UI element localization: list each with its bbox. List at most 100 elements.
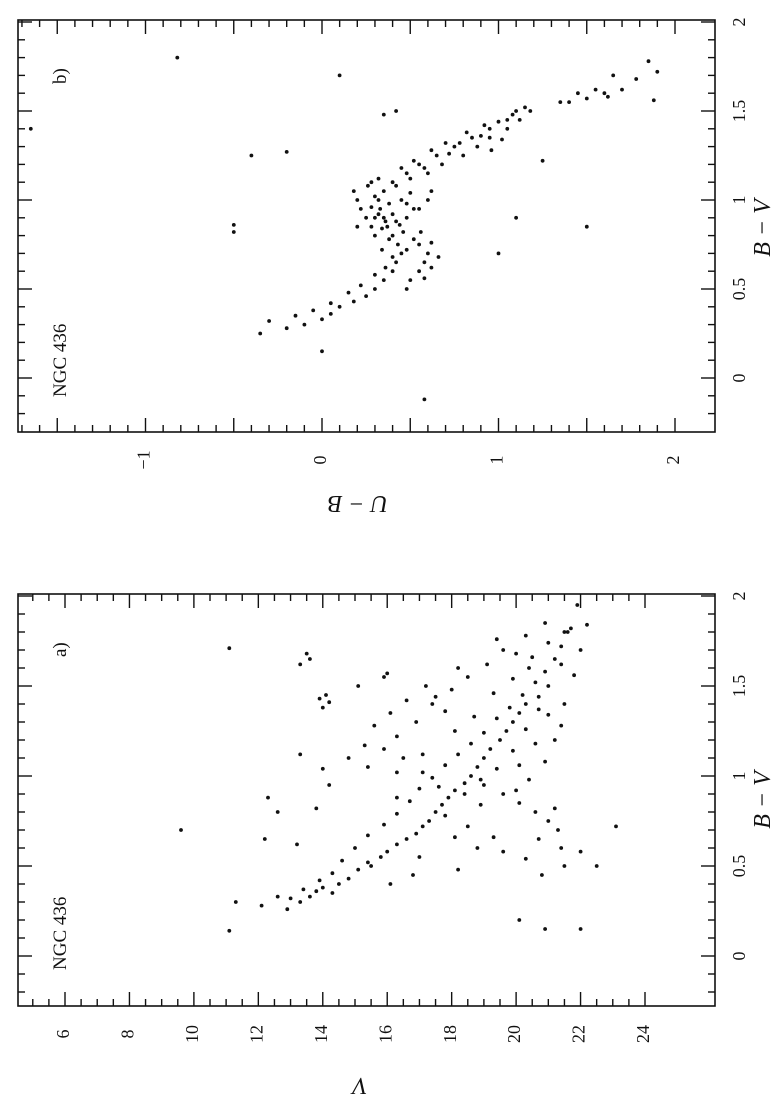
data-point [404,215,409,220]
data-point [390,233,395,238]
data-point [372,723,377,728]
data-point [511,676,515,681]
data-point [543,759,547,764]
data-point [496,251,501,256]
data-point [469,741,473,746]
panel-a-frame [17,593,716,1007]
data-point [373,272,377,277]
data-point [552,806,557,811]
data-point [552,738,557,742]
x-tick-label: 1.5 [729,100,749,123]
data-point [231,230,236,234]
data-point [584,224,589,229]
panel-b-x-axis-label: B − V [750,197,776,257]
data-point [443,141,448,145]
data-point [373,215,377,220]
data-point [411,207,416,211]
y-tick-label: 12 [246,1025,266,1043]
data-point [390,180,395,185]
data-point [475,765,480,769]
data-point [501,849,506,854]
y-tick-label: −1 [134,450,154,469]
data-point [464,130,469,135]
data-point [340,858,344,863]
data-point [258,331,263,336]
data-point [320,705,325,710]
data-point [399,251,404,256]
data-point [369,180,374,185]
panel-a-panel-label: a) [50,642,71,657]
data-point [511,720,515,724]
data-point [422,166,427,170]
data-point [387,237,391,242]
data-point [390,212,395,217]
data-point [517,711,522,715]
data-point [317,696,322,701]
data-point [517,118,522,122]
data-point [346,290,351,295]
data-point [440,802,444,807]
data-point [381,215,386,220]
data-point [488,747,493,751]
data-point [517,763,522,768]
data-point [420,770,425,775]
data-point [301,887,306,892]
data-point [427,819,431,823]
data-point [328,312,333,316]
data-point [546,819,551,823]
data-point [523,633,528,638]
data-point [395,842,399,847]
x-tick-label: 0.5 [729,278,749,301]
data-point [404,287,409,291]
x-tick-label: 0 [729,374,749,383]
data-point [298,752,303,757]
data-point [404,171,409,176]
data-point [298,662,303,667]
data-point [355,198,360,202]
panel-b-y-axis-label: U − B [328,490,389,516]
data-point [511,748,515,753]
data-point [373,194,377,199]
data-point [275,894,280,899]
data-point [494,637,499,642]
data-point [536,694,541,699]
data-point [417,855,422,859]
x-tick-label: 2 [729,18,749,27]
data-point [527,777,531,782]
data-point [420,752,425,757]
data-point [417,207,421,211]
data-point [411,873,415,877]
data-point [478,802,483,807]
data-point [346,876,351,881]
data-point [376,212,381,217]
data-point [385,671,390,676]
data-point [385,224,390,229]
data-point [369,224,374,229]
data-point [558,100,563,104]
data-point [469,774,473,778]
data-point [373,287,377,291]
data-point [231,223,236,227]
data-point [540,873,544,877]
panel-a-y-axis-label: V [350,1072,367,1098]
y-tick-label: 24 [633,1025,653,1043]
panel-b-frame [17,19,716,433]
data-point [408,278,413,282]
data-point [366,860,370,865]
data-point [434,153,439,158]
data-point [295,842,299,847]
data-point [475,846,480,850]
data-point [572,673,576,678]
data-point [520,693,525,697]
data-point [381,278,386,282]
data-point [559,846,564,850]
data-point [356,684,361,688]
x-tick-label: 1 [729,772,749,781]
data-point [424,684,428,688]
data-point [314,889,319,894]
data-point [356,867,361,872]
data-point [394,260,398,265]
data-point [453,729,457,733]
data-point [494,766,499,771]
